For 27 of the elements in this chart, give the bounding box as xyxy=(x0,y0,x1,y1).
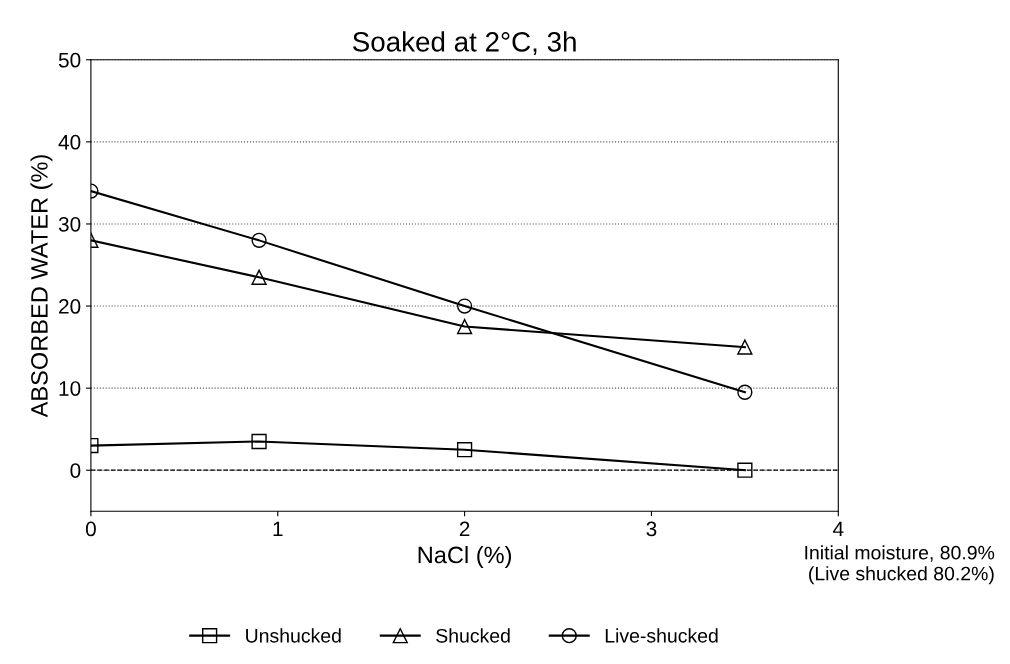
text: Initial moisture, 80.9% (Live shucked 80.2%) xyxy=(805,545,995,585)
point xyxy=(737,339,753,355)
legend-label: Shucked xyxy=(436,628,510,643)
x-axis-title: NaCl (%) xyxy=(418,545,512,568)
legend-label: Live-shucked xyxy=(605,628,718,643)
point xyxy=(456,442,473,458)
y-tick-label: 0 xyxy=(70,463,81,478)
point xyxy=(456,318,473,335)
legend-label: Unshucked xyxy=(246,628,341,643)
point xyxy=(737,462,753,478)
point xyxy=(251,433,267,450)
y-axis-title: ABSORBED WATER (%) xyxy=(30,155,53,418)
y-tick-label: 40 xyxy=(58,134,81,150)
x-tick-label: 4 xyxy=(832,521,844,537)
y-tick-label: 30 xyxy=(58,216,81,232)
x-tick-label: 2 xyxy=(459,521,470,537)
x-tick-label: 0 xyxy=(85,521,96,537)
x-tick-label: 1 xyxy=(273,521,283,537)
y-tick-label: 20 xyxy=(59,299,81,314)
chart-title: Soaked at 2°C, 3h xyxy=(352,31,576,55)
x-tick-label: 3 xyxy=(646,521,657,537)
y-tick-label: 10 xyxy=(59,381,81,396)
point xyxy=(456,298,473,314)
point xyxy=(251,232,267,249)
point xyxy=(737,384,753,400)
y-tick-label: 50 xyxy=(58,52,81,68)
point xyxy=(251,269,267,285)
